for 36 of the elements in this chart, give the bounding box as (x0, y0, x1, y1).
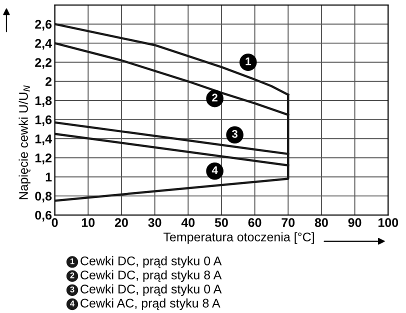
annotation: 3 (232, 130, 238, 138)
y-tick-label: 0,8 (35, 192, 52, 202)
y-tick-label: 2 (46, 77, 52, 86)
y-tick-label: 1,2 (35, 154, 52, 164)
y-tick-label: 0,6 (35, 210, 52, 222)
x-tick-label: 20 (114, 218, 128, 227)
text: 2 (70, 272, 74, 278)
y-tick-label: 1,4 (35, 134, 52, 146)
y-tick-label: 2,2 (35, 58, 52, 69)
y-tick-label: 1 (46, 172, 52, 182)
x-tick-label: 30 (148, 218, 162, 228)
legend-label: Cewki AC, prąd styku 8 A (80, 298, 220, 310)
annotation: 1 (246, 58, 251, 66)
annotation: 2 (212, 94, 218, 102)
x-tick-label: 70 (282, 218, 295, 227)
y-tick-label: 2,6 (35, 20, 52, 31)
text: 3 (70, 286, 74, 292)
y-tick-label: 1,6 (35, 115, 52, 126)
x-tick-label: 40 (181, 218, 195, 227)
text: 1 (70, 258, 74, 264)
x-tick-label: 90 (348, 218, 362, 227)
annotation: 4 (212, 166, 218, 174)
legend-label: Cewki DC, prąd styku 0 A (80, 284, 222, 296)
y-tick-label: 2,4 (35, 38, 52, 50)
x-tick-label: 60 (248, 218, 262, 227)
x-axis-title: Temperatura otoczenia [°C] (164, 232, 314, 244)
x-tick-label: 50 (214, 218, 228, 227)
x-tick-label: 100 (378, 218, 398, 227)
x-tick-label: 0 (52, 218, 58, 227)
legend-label: Cewki DC, prąd styku 0 A (80, 256, 222, 268)
text: 4 (70, 300, 75, 306)
legend-label: Cewki DC, prąd styku 8 A (80, 270, 222, 282)
y-tick-label: 1,8 (35, 96, 52, 107)
y-axis-title: Napięcie cewki U/U$_{N}$ (18, 85, 30, 200)
x-tick-label: 80 (314, 218, 328, 227)
x-tick-label: 10 (82, 218, 95, 227)
